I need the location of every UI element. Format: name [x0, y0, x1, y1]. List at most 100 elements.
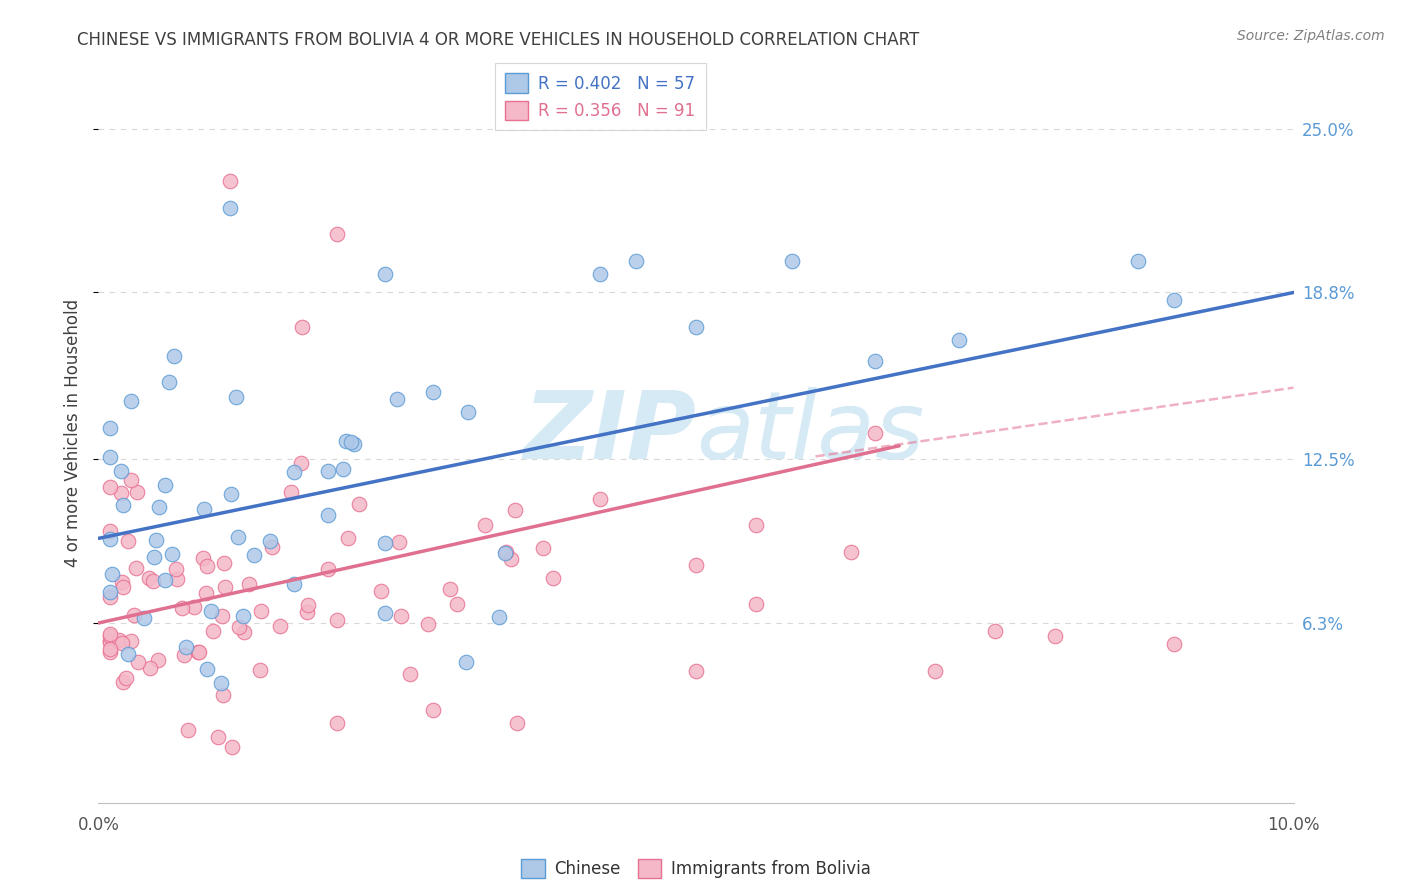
Point — [98, 450, 122, 464]
Point — [316, 508, 339, 523]
Point — [347, 497, 370, 511]
Point — [200, 604, 222, 618]
Point — [316, 464, 339, 478]
Point — [374, 536, 396, 550]
Point — [138, 571, 160, 585]
Point — [924, 664, 946, 678]
Point — [745, 598, 768, 612]
Point — [488, 609, 510, 624]
Point — [191, 550, 214, 565]
Point — [146, 653, 169, 667]
Point — [398, 667, 420, 681]
Point — [269, 619, 291, 633]
Point — [193, 502, 215, 516]
Point — [111, 574, 134, 589]
Point — [101, 567, 124, 582]
Point — [422, 385, 444, 400]
Point — [389, 609, 412, 624]
Point — [173, 648, 195, 662]
Point — [177, 723, 200, 738]
Point — [212, 556, 235, 570]
Point — [142, 574, 165, 588]
Point — [250, 604, 273, 618]
Point — [865, 425, 887, 440]
Point — [120, 393, 142, 408]
Point — [232, 609, 254, 624]
Point — [385, 392, 409, 407]
Point — [416, 617, 439, 632]
Point — [232, 624, 254, 639]
Point — [112, 675, 135, 690]
Text: CHINESE VS IMMIGRANTS FROM BOLIVIA 4 OR MORE VEHICLES IN HOUSEHOLD CORRELATION C: CHINESE VS IMMIGRANTS FROM BOLIVIA 4 OR … — [77, 31, 920, 49]
Point — [495, 545, 517, 559]
Point — [457, 405, 479, 419]
Point — [98, 634, 122, 648]
Point — [212, 689, 235, 703]
Point — [339, 434, 361, 449]
Point — [174, 640, 197, 654]
Point — [865, 354, 887, 368]
Point — [422, 703, 444, 717]
Point — [110, 464, 132, 478]
Point — [134, 611, 156, 625]
Point — [98, 524, 122, 538]
Point — [120, 473, 142, 487]
Point — [202, 624, 225, 639]
Text: atlas: atlas — [696, 387, 924, 478]
Point — [166, 573, 188, 587]
Point — [335, 434, 357, 448]
Point — [183, 600, 205, 615]
Point — [841, 544, 863, 558]
Point — [260, 541, 283, 555]
Point — [238, 577, 260, 591]
Point — [214, 580, 236, 594]
Point — [326, 227, 349, 242]
Point — [148, 500, 170, 515]
Point — [388, 535, 411, 549]
Point — [188, 645, 211, 659]
Point — [531, 541, 554, 555]
Point — [211, 609, 233, 624]
Point — [195, 662, 218, 676]
Point — [685, 558, 707, 572]
Point — [316, 561, 339, 575]
Point — [336, 531, 359, 545]
Point — [370, 583, 392, 598]
Point — [283, 576, 305, 591]
Point — [228, 619, 250, 633]
Point — [127, 655, 149, 669]
Point — [280, 485, 302, 500]
Point — [226, 530, 249, 544]
Point — [194, 585, 217, 599]
Point — [111, 635, 134, 649]
Point — [98, 641, 122, 656]
Text: Source: ZipAtlas.com: Source: ZipAtlas.com — [1237, 29, 1385, 43]
Point — [142, 549, 165, 564]
Point — [219, 174, 242, 188]
Point — [541, 571, 564, 585]
Point — [114, 671, 136, 685]
Point — [454, 655, 477, 669]
Point — [112, 498, 135, 512]
Point — [98, 590, 122, 604]
Point — [138, 661, 160, 675]
Point — [98, 420, 122, 434]
Point — [506, 716, 529, 731]
Point — [98, 634, 122, 648]
Point — [120, 634, 142, 648]
Point — [195, 558, 218, 573]
Point — [259, 534, 281, 549]
Point — [98, 645, 122, 659]
Point — [1163, 637, 1185, 651]
Point — [326, 613, 349, 627]
Point — [153, 478, 176, 492]
Point — [290, 456, 312, 470]
Point — [122, 608, 145, 623]
Point — [589, 491, 612, 506]
Point — [332, 462, 354, 476]
Point — [374, 267, 396, 281]
Point — [98, 627, 122, 641]
Point — [501, 552, 523, 566]
Point — [98, 584, 122, 599]
Point — [219, 486, 242, 500]
